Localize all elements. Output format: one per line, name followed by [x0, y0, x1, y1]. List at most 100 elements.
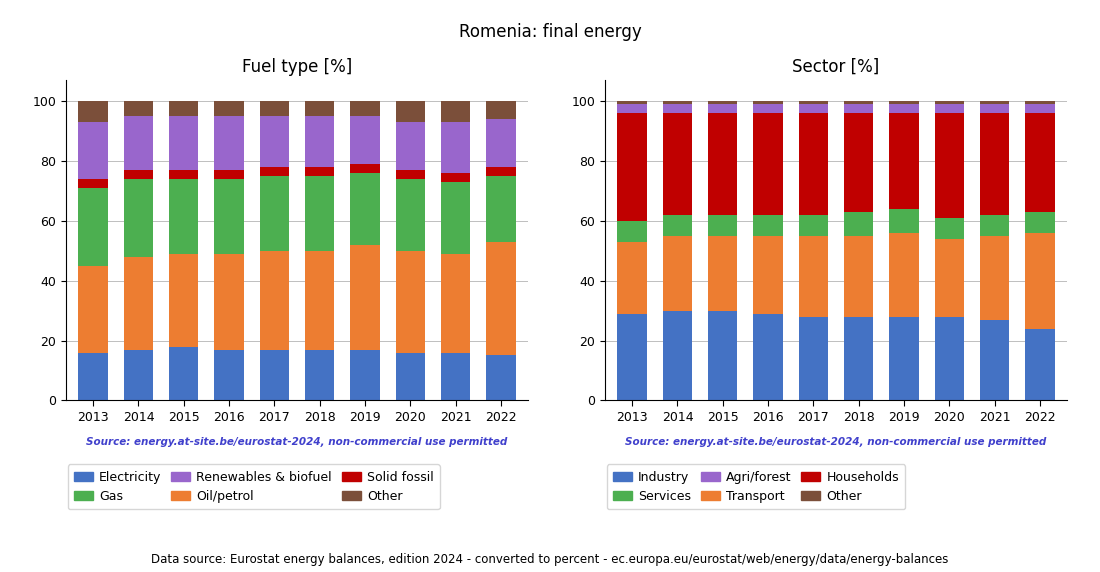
Bar	[214, 101, 244, 116]
Text: Source: energy.at-site.be/eurostat-2024, non-commercial use permitted: Source: energy.at-site.be/eurostat-2024,…	[87, 437, 507, 447]
Bar	[305, 116, 334, 167]
Bar	[350, 116, 380, 164]
Bar	[124, 101, 153, 116]
Bar	[305, 251, 334, 349]
Bar	[305, 167, 334, 176]
Bar	[305, 176, 334, 251]
Bar	[396, 251, 425, 352]
Bar	[1025, 113, 1055, 212]
Bar	[486, 167, 516, 176]
Bar	[708, 236, 737, 311]
Bar	[486, 101, 516, 119]
Bar	[844, 316, 873, 400]
Bar	[708, 104, 737, 113]
Bar	[708, 113, 737, 215]
Bar	[617, 221, 647, 242]
Bar	[799, 236, 828, 316]
Bar	[662, 113, 692, 215]
Bar	[980, 320, 1009, 400]
Bar	[78, 101, 108, 122]
Bar	[708, 215, 737, 236]
Bar	[799, 316, 828, 400]
Bar	[396, 122, 425, 170]
Bar	[935, 218, 964, 239]
Bar	[889, 209, 918, 233]
Bar	[169, 347, 198, 400]
Bar	[754, 101, 783, 104]
Bar	[214, 179, 244, 254]
Legend: Industry, Services, Agri/forest, Transport, Households, Other: Industry, Services, Agri/forest, Transpo…	[606, 464, 905, 509]
Legend: Electricity, Gas, Renewables & biofuel, Oil/petrol, Solid fossil, Other: Electricity, Gas, Renewables & biofuel, …	[67, 464, 440, 509]
Bar	[662, 311, 692, 400]
Bar	[935, 239, 964, 316]
Bar	[441, 173, 471, 182]
Bar	[1025, 328, 1055, 400]
Bar	[350, 349, 380, 400]
Bar	[935, 104, 964, 113]
Bar	[78, 352, 108, 400]
Bar	[124, 257, 153, 349]
Bar	[169, 170, 198, 179]
Bar	[396, 101, 425, 122]
Bar	[486, 355, 516, 400]
Bar	[260, 101, 289, 116]
Bar	[441, 254, 471, 352]
Bar	[124, 179, 153, 257]
Bar	[708, 311, 737, 400]
Bar	[980, 104, 1009, 113]
Bar	[78, 179, 108, 188]
Bar	[617, 101, 647, 104]
Text: Romenia: final energy: Romenia: final energy	[459, 23, 641, 41]
Bar	[754, 113, 783, 215]
Bar	[844, 212, 873, 236]
Bar	[260, 251, 289, 349]
Bar	[124, 116, 153, 170]
Bar	[844, 101, 873, 104]
Bar	[662, 101, 692, 104]
Title: Fuel type [%]: Fuel type [%]	[242, 58, 352, 76]
Bar	[980, 236, 1009, 320]
Bar	[441, 122, 471, 173]
Bar	[662, 104, 692, 113]
Bar	[889, 104, 918, 113]
Bar	[935, 316, 964, 400]
Bar	[260, 167, 289, 176]
Bar	[486, 242, 516, 355]
Bar	[260, 176, 289, 251]
Bar	[214, 254, 244, 349]
Bar	[486, 176, 516, 242]
Bar	[889, 316, 918, 400]
Bar	[260, 116, 289, 167]
Bar	[1025, 101, 1055, 104]
Bar	[214, 116, 244, 170]
Bar	[78, 265, 108, 352]
Bar	[980, 113, 1009, 215]
Bar	[214, 170, 244, 179]
Bar	[799, 113, 828, 215]
Bar	[754, 104, 783, 113]
Bar	[78, 188, 108, 265]
Bar	[396, 179, 425, 251]
Bar	[396, 352, 425, 400]
Bar	[350, 101, 380, 116]
Bar	[754, 313, 783, 400]
Bar	[350, 164, 380, 173]
Bar	[935, 101, 964, 104]
Title: Sector [%]: Sector [%]	[792, 58, 880, 76]
Bar	[1025, 212, 1055, 233]
Bar	[441, 182, 471, 254]
Bar	[844, 236, 873, 316]
Bar	[980, 101, 1009, 104]
Bar	[1025, 104, 1055, 113]
Bar	[708, 101, 737, 104]
Bar	[844, 104, 873, 113]
Bar	[350, 173, 380, 245]
Bar	[396, 170, 425, 179]
Bar	[1025, 233, 1055, 328]
Text: Data source: Eurostat energy balances, edition 2024 - converted to percent - ec.: Data source: Eurostat energy balances, e…	[152, 553, 948, 566]
Bar	[169, 116, 198, 170]
Bar	[78, 122, 108, 179]
Bar	[617, 113, 647, 221]
Bar	[169, 254, 198, 347]
Bar	[662, 236, 692, 311]
